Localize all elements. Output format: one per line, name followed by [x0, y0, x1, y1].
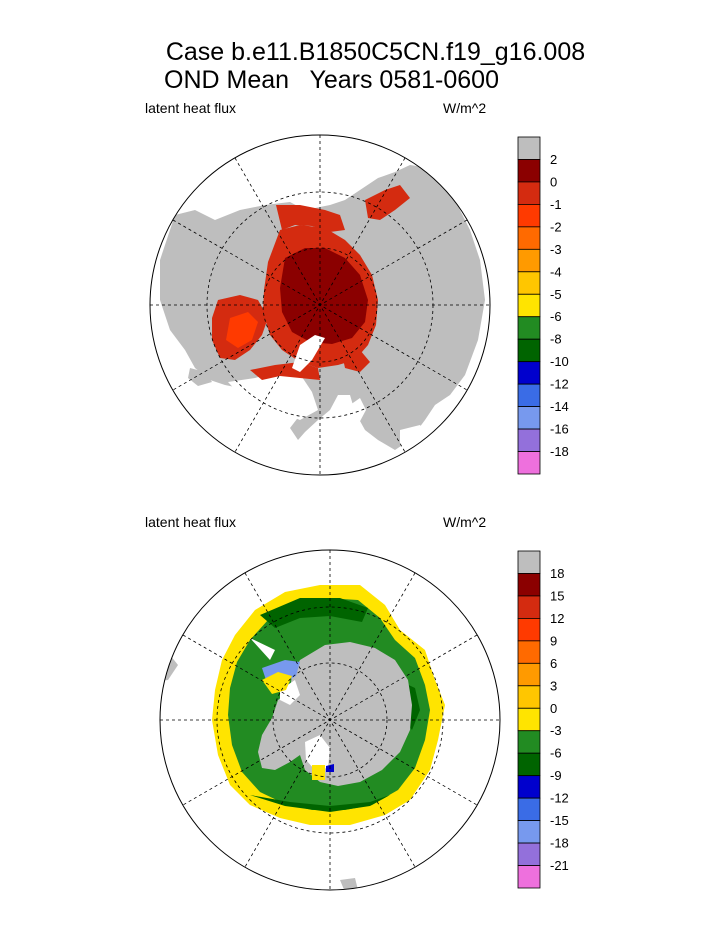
- south-land-antarctica: [258, 642, 412, 786]
- colorbar-bottom-tick-label: 0: [550, 701, 557, 716]
- colorbar-top-tick-label: -14: [550, 399, 569, 414]
- top-units-label: W/m^2: [443, 100, 487, 116]
- colorbar-top-box: [517, 293, 541, 318]
- colorbar-bottom-box: [517, 640, 541, 664]
- colorbar-top-tick-label: 2: [550, 152, 557, 167]
- colorbar-bottom: 18 15 12 9 6 3 0 -3 -6 -9 -12 -15 -18 -21: [517, 550, 569, 889]
- colorbar-bottom-box: [517, 662, 541, 687]
- colorbar-bottom-tick-label: -21: [550, 858, 569, 873]
- colorbar-top-tick-label: -10: [550, 354, 569, 369]
- colorbar-top-box: [517, 271, 541, 295]
- north-polar-map: [149, 134, 491, 476]
- colorbar-top-tick-label: -4: [550, 264, 562, 279]
- colorbar-bottom-box: [517, 573, 541, 597]
- colorbar-top-box: [517, 136, 541, 160]
- top-variable-label: latent heat flux: [145, 100, 237, 116]
- colorbar-top-box: [517, 203, 541, 228]
- colorbar-bottom-tick-label: 15: [550, 588, 564, 603]
- colorbar-top-box: [517, 226, 541, 250]
- colorbar-bottom-box: [517, 707, 541, 732]
- colorbar-top-box: [517, 383, 541, 407]
- colorbar-bottom-box: [517, 775, 541, 799]
- colorbar-bottom-tick-label: 12: [550, 611, 564, 626]
- colorbar-top-box: [517, 406, 541, 430]
- colorbar-bottom-tick-label: -15: [550, 813, 569, 828]
- plot-title-line1: Case b.e11.B1850C5CN.f19_g16.008: [165, 38, 586, 66]
- colorbar-bottom-tick-label: 3: [550, 678, 557, 693]
- colorbar-bottom-box: [517, 595, 541, 619]
- colorbar-top-box: [517, 181, 541, 205]
- plot-title-line2: OND Mean Years 0581-0600: [164, 66, 499, 94]
- bottom-variable-label: latent heat flux: [145, 514, 237, 530]
- colorbar-bottom-box: [517, 820, 541, 844]
- colorbar-bottom-tick-label: -9: [550, 768, 562, 783]
- colorbar-top-tick-label: 0: [550, 174, 557, 189]
- colorbar-top-tick-label: -6: [550, 309, 562, 324]
- colorbar-bottom-box: [517, 618, 541, 642]
- colorbar-top-box: [517, 361, 541, 385]
- colorbar-bottom-tick-label: 18: [550, 566, 564, 581]
- colorbar-top-box: [517, 248, 541, 273]
- south-polar-map: [159, 549, 501, 891]
- colorbar-bottom-box: [517, 550, 541, 574]
- colorbar-top-tick-label: -16: [550, 422, 569, 437]
- colorbar-top-box: [517, 316, 541, 340]
- colorbar-bottom-box: [517, 842, 541, 866]
- colorbar-bottom-box: [517, 685, 541, 709]
- colorbar-top-tick-label: -12: [550, 377, 569, 392]
- colorbar-bottom-tick-label: -18: [550, 836, 569, 851]
- colorbar-bottom-tick-label: -3: [550, 723, 562, 738]
- colorbar-bottom-box: [517, 797, 541, 822]
- colorbar-top-tick-label: -3: [550, 242, 562, 257]
- colorbar-top-box: [517, 451, 541, 475]
- colorbar-bottom-box: [517, 865, 541, 889]
- colorbar-top-tick-label: -2: [550, 219, 562, 234]
- colorbar-bottom-tick-label: -12: [550, 791, 569, 806]
- colorbar-bottom-box: [517, 730, 541, 754]
- colorbar-bottom-tick-label: 9: [550, 633, 557, 648]
- colorbar-top-box: [517, 428, 541, 452]
- colorbar-top-tick-label: -5: [550, 287, 562, 302]
- bottom-units-label: W/m^2: [443, 514, 487, 530]
- colorbar-top-tick-label: -18: [550, 444, 569, 459]
- colorbar-bottom-tick-label: 6: [550, 656, 557, 671]
- colorbar-top: 2 0 -1 -2 -3 -4 -5 -6 -8 -10 -12 -14 -16 -18: [517, 136, 569, 475]
- colorbar-bottom-tick-label: -6: [550, 746, 562, 761]
- colorbar-top-box: [517, 159, 541, 183]
- colorbar-top-box: [517, 338, 541, 363]
- colorbar-bottom-box: [517, 752, 541, 777]
- colorbar-top-tick-label: -1: [550, 197, 562, 212]
- colorbar-top-tick-label: -8: [550, 332, 562, 347]
